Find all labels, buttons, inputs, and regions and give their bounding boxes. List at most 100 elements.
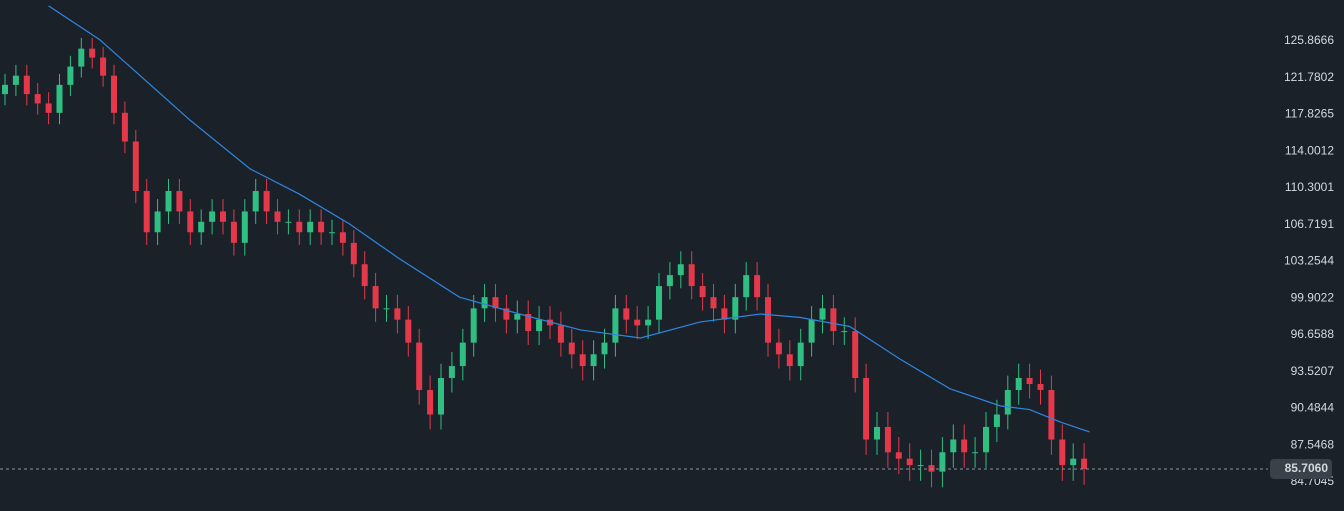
- candle-body: [252, 191, 259, 212]
- y-tick-label: 87.5468: [1291, 437, 1335, 451]
- candle-body: [906, 458, 913, 466]
- candle-body: [492, 297, 499, 309]
- candle-body: [307, 221, 314, 233]
- candle-body: [874, 426, 880, 440]
- candle-body: [187, 211, 194, 233]
- candle-body: [732, 297, 739, 320]
- candle-body: [220, 211, 226, 222]
- candle-body: [416, 342, 423, 391]
- candle-body: [132, 141, 139, 192]
- candle-body: [1048, 390, 1055, 440]
- candle-body: [601, 342, 608, 355]
- candle-body: [1059, 439, 1066, 466]
- candle-body: [797, 342, 804, 367]
- candle-body: [993, 414, 1000, 427]
- candle-body: [917, 465, 924, 467]
- candle-body: [176, 191, 183, 212]
- candle-body: [983, 426, 989, 453]
- candle-body: [23, 75, 30, 95]
- y-tick-label: 106.7191: [1284, 217, 1334, 231]
- candle-body: [699, 286, 706, 298]
- candle-body: [329, 232, 335, 234]
- candle-body: [121, 112, 128, 142]
- candle-body: [1004, 390, 1011, 415]
- y-tick-label: 125.8666: [1284, 33, 1334, 47]
- candle-body: [34, 94, 41, 104]
- candle-body: [765, 297, 771, 343]
- candle-body: [67, 66, 74, 85]
- last-price-box: [1270, 458, 1332, 479]
- candle-body: [241, 211, 248, 243]
- candle-body: [666, 275, 673, 287]
- candle-body: [579, 354, 586, 367]
- candle-body: [263, 191, 270, 212]
- candle-body: [841, 331, 848, 333]
- candle-body: [318, 221, 325, 233]
- candle-body: [721, 308, 728, 320]
- candle-body: [786, 354, 793, 367]
- candle-body: [656, 286, 662, 320]
- candle-body: [612, 308, 619, 343]
- candle-body: [2, 84, 8, 95]
- candle-body: [819, 308, 826, 320]
- candle-body: [372, 286, 379, 309]
- candle-body: [557, 325, 564, 343]
- candle-body: [808, 319, 815, 343]
- candle-body: [568, 342, 575, 355]
- candle-body: [143, 191, 150, 233]
- y-tick-label: 110.3001: [1285, 180, 1334, 194]
- candle-body: [852, 331, 859, 378]
- candle-body: [448, 366, 455, 378]
- candle-body: [677, 264, 684, 276]
- candle-body: [12, 75, 19, 85]
- candle-body: [928, 465, 935, 472]
- candle-body: [78, 48, 85, 67]
- candle-body: [961, 439, 968, 453]
- candle-body: [590, 354, 597, 367]
- candle-body: [830, 308, 837, 332]
- candle-body: [481, 297, 488, 309]
- moving-average: [48, 5, 1090, 433]
- candle-body: [165, 191, 172, 212]
- y-tick-label: 114.0012: [1285, 143, 1334, 157]
- candle-body: [89, 48, 96, 58]
- candle-body: [623, 308, 630, 320]
- candle-body: [710, 297, 717, 309]
- candle-body: [470, 308, 477, 343]
- candle-body: [198, 221, 205, 233]
- y-tick-label: 96.6588: [1291, 327, 1335, 341]
- candle-body: [209, 211, 216, 222]
- y-tick-label: 93.5207: [1291, 364, 1335, 378]
- candle-body: [895, 452, 902, 459]
- candle-body: [339, 232, 346, 243]
- candle-body: [111, 75, 117, 113]
- candle-body: [1037, 383, 1044, 391]
- candle-body: [100, 57, 107, 76]
- candle-body: [383, 308, 390, 310]
- last-price-label: 85.7060: [1285, 461, 1329, 475]
- candle-body: [863, 377, 870, 440]
- candle-body: [884, 426, 891, 453]
- candle-body: [1026, 377, 1033, 384]
- candle-body: [972, 452, 979, 454]
- y-tick-label: 90.4844: [1291, 401, 1335, 415]
- candle-body: [525, 313, 532, 332]
- candle-body: [45, 103, 52, 113]
- y-tick-label: 99.9022: [1291, 290, 1335, 304]
- candle-body: [427, 390, 434, 415]
- candle-body: [645, 319, 652, 326]
- candle-body: [350, 242, 357, 265]
- candle-body: [754, 275, 761, 298]
- candle-body: [688, 264, 695, 287]
- candle-body: [634, 319, 641, 326]
- y-tick-label: 117.8265: [1285, 107, 1334, 121]
- candle-body: [536, 319, 543, 332]
- candle-body: [56, 84, 63, 113]
- candle-body: [1081, 458, 1088, 469]
- candle-body: [950, 439, 957, 453]
- candle-body: [394, 308, 401, 320]
- candle-body: [1015, 377, 1022, 391]
- candle-body: [503, 308, 510, 320]
